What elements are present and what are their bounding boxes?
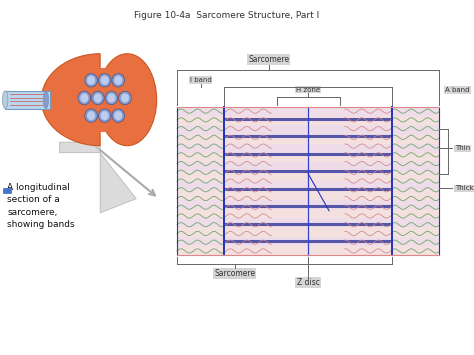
Ellipse shape <box>87 111 95 120</box>
Ellipse shape <box>121 93 129 103</box>
Ellipse shape <box>118 91 131 105</box>
Text: H zone: H zone <box>296 87 320 93</box>
Text: A band: A band <box>445 87 469 93</box>
Text: Sarcomere: Sarcomere <box>214 269 255 278</box>
Text: Sarcomere: Sarcomere <box>248 55 289 64</box>
Ellipse shape <box>98 73 111 87</box>
Bar <box>177 107 439 116</box>
Bar <box>177 172 439 181</box>
Bar <box>177 200 439 209</box>
Text: A longitudinal
section of a
sarcomere,
showing bands: A longitudinal section of a sarcomere, s… <box>8 182 75 229</box>
Wedge shape <box>41 54 100 146</box>
Bar <box>5 91 50 109</box>
Bar <box>177 163 439 172</box>
Ellipse shape <box>85 73 98 87</box>
Bar <box>177 135 439 144</box>
Bar <box>177 190 439 200</box>
Bar <box>177 218 439 228</box>
Ellipse shape <box>112 109 125 122</box>
Bar <box>177 116 439 125</box>
Ellipse shape <box>94 93 102 103</box>
Bar <box>177 237 439 246</box>
Ellipse shape <box>80 93 88 103</box>
Ellipse shape <box>78 91 91 105</box>
Ellipse shape <box>2 91 8 109</box>
Text: I band: I band <box>190 77 211 83</box>
Ellipse shape <box>112 73 125 87</box>
Ellipse shape <box>85 109 98 122</box>
Bar <box>177 144 439 153</box>
Bar <box>177 209 439 218</box>
Bar <box>177 181 439 190</box>
Ellipse shape <box>100 76 109 85</box>
Bar <box>177 228 439 237</box>
Ellipse shape <box>100 111 109 120</box>
Ellipse shape <box>91 91 104 105</box>
Bar <box>177 153 439 163</box>
Text: Thin: Thin <box>455 145 470 151</box>
Ellipse shape <box>43 91 49 109</box>
Ellipse shape <box>108 93 116 103</box>
Bar <box>177 125 439 135</box>
Text: Figure 10-4a  Sarcomere Structure, Part I: Figure 10-4a Sarcomere Structure, Part I <box>134 11 319 20</box>
Ellipse shape <box>114 76 122 85</box>
Ellipse shape <box>105 91 118 105</box>
Ellipse shape <box>98 54 156 146</box>
Text: Thick: Thick <box>455 185 474 191</box>
Ellipse shape <box>98 109 111 122</box>
Bar <box>177 246 439 255</box>
Bar <box>3 188 11 193</box>
Ellipse shape <box>87 76 95 85</box>
Text: Z disc: Z disc <box>297 278 319 287</box>
Polygon shape <box>59 142 137 213</box>
Bar <box>69 68 141 132</box>
Bar <box>177 107 439 255</box>
Ellipse shape <box>114 111 122 120</box>
